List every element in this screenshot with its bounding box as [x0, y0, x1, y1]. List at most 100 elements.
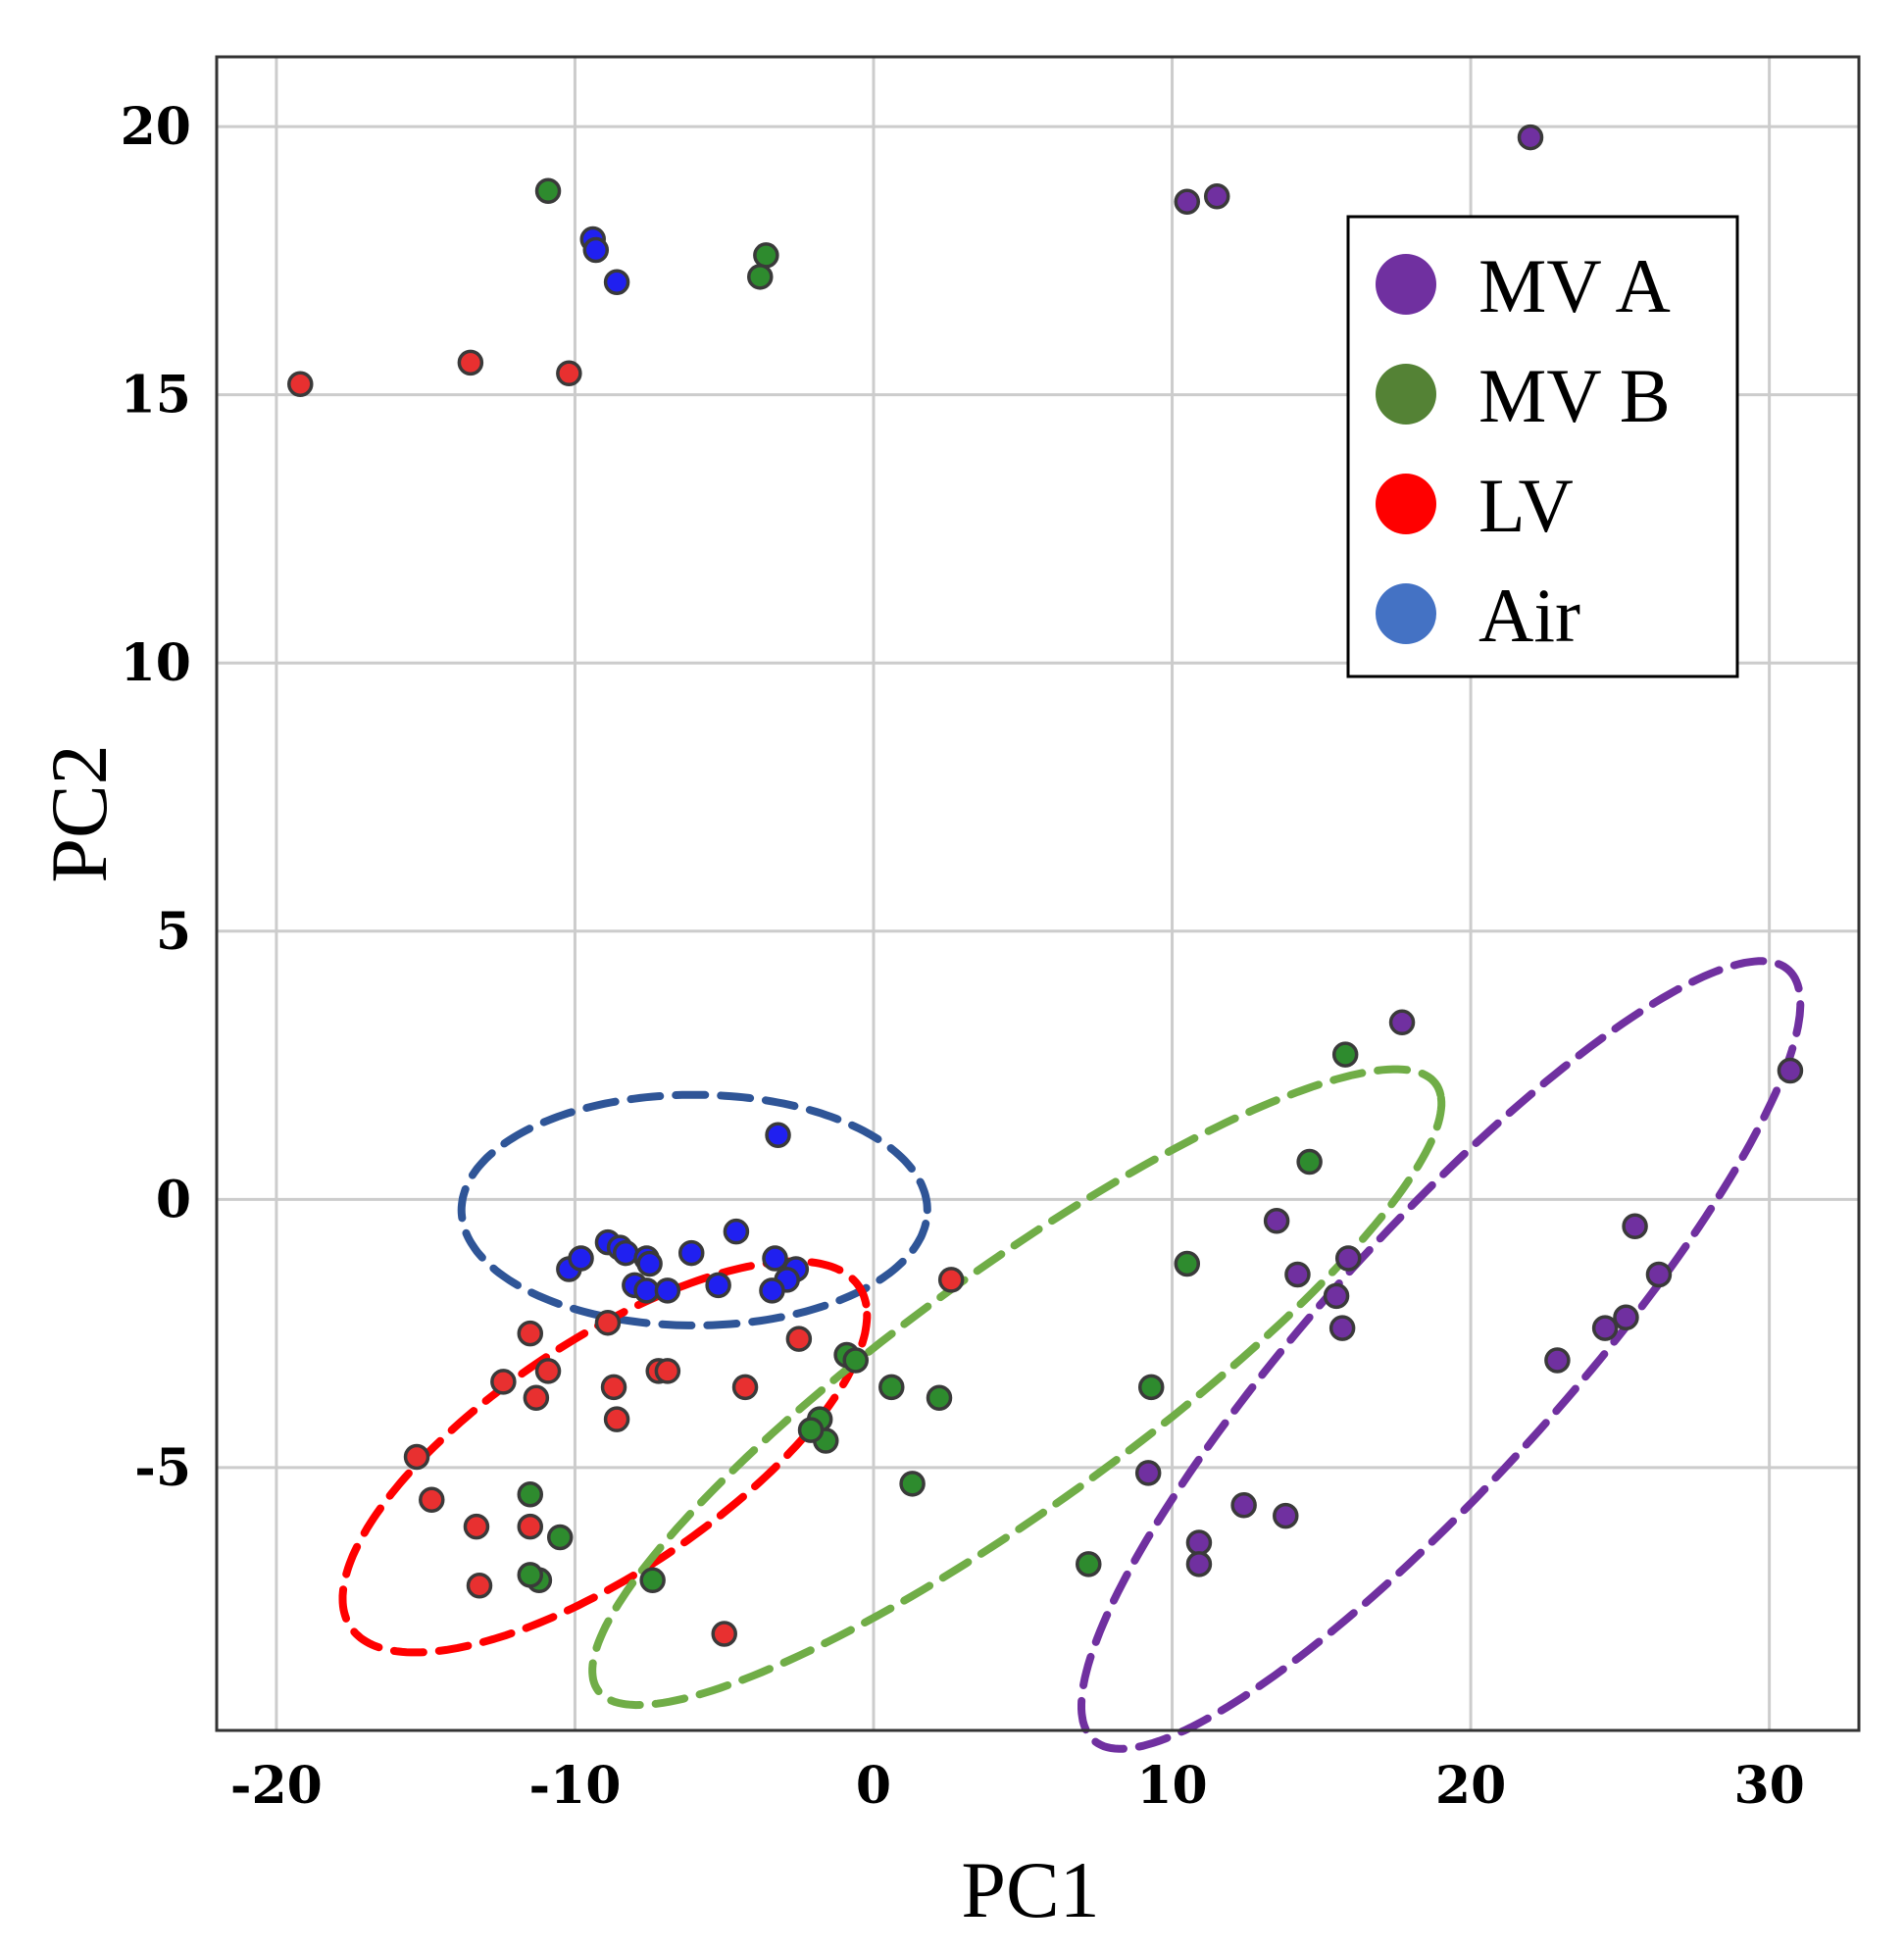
point-mv-a	[1334, 1245, 1362, 1272]
x-tick-label: 10	[1136, 1756, 1207, 1816]
legend-label-mv-b: MV B	[1478, 353, 1671, 438]
x-tick-labels: -20 -10 0 10 20 30	[230, 1756, 1805, 1816]
point-mv-b	[899, 1471, 926, 1497]
point-mv-a	[1185, 1529, 1213, 1556]
point-mv-a	[1174, 188, 1201, 215]
point-mv-b	[797, 1417, 825, 1443]
point-lv	[731, 1374, 759, 1401]
point-air	[765, 1122, 791, 1148]
point-lv	[466, 1573, 493, 1599]
point-lv	[711, 1621, 737, 1647]
point-mv-a	[1388, 1009, 1416, 1036]
x-tick-label: -20	[230, 1756, 323, 1816]
point-mv-b	[546, 1524, 574, 1551]
point-lv	[287, 371, 314, 397]
point-mv-b	[747, 264, 774, 290]
y-tick-label: 20	[121, 97, 191, 157]
point-lv	[490, 1369, 517, 1395]
point-lv	[937, 1267, 965, 1293]
point-mv-a	[1591, 1315, 1619, 1341]
point-mv-b	[639, 1567, 666, 1594]
point-mv-a	[1645, 1261, 1673, 1288]
point-mv-b	[926, 1384, 953, 1412]
point-air	[633, 1277, 660, 1304]
x-axis-label: PC1	[961, 1845, 1099, 1934]
point-mv-b	[1137, 1374, 1165, 1401]
point-mv-b	[1296, 1148, 1323, 1176]
point-mv-a	[1134, 1460, 1162, 1486]
point-lv	[603, 1406, 630, 1432]
point-mv-b	[1076, 1551, 1102, 1577]
scatter-points	[287, 124, 1804, 1647]
point-mv-a	[1230, 1491, 1257, 1519]
ellipse-air	[457, 1090, 931, 1329]
point-mv-b	[878, 1374, 905, 1401]
point-air	[723, 1218, 750, 1245]
point-air	[612, 1239, 639, 1267]
point-lv	[517, 1513, 544, 1540]
point-mv-a	[1284, 1261, 1311, 1288]
x-tick-label: -10	[528, 1756, 621, 1816]
point-air	[603, 269, 630, 296]
point-mv-a	[1777, 1057, 1804, 1084]
x-tick-label: 0	[856, 1756, 891, 1816]
point-lv	[785, 1326, 813, 1352]
ellipse-mv-b	[588, 1065, 1446, 1710]
point-mv-b	[517, 1481, 544, 1508]
legend-label-mv-a: MV A	[1478, 243, 1671, 328]
point-air	[759, 1277, 785, 1304]
y-tick-label: 15	[121, 366, 191, 425]
point-lv	[457, 349, 484, 376]
point-mv-b	[1174, 1250, 1201, 1277]
point-air	[762, 1245, 788, 1272]
point-mv-b	[1331, 1041, 1359, 1068]
point-mv-b	[517, 1562, 544, 1588]
legend-label-lv: LV	[1478, 463, 1574, 548]
point-lv	[594, 1309, 622, 1336]
x-tick-label: 30	[1733, 1756, 1804, 1816]
point-lv	[600, 1374, 627, 1401]
legend-marker-air	[1376, 583, 1436, 644]
point-lv	[523, 1384, 550, 1412]
point-air	[582, 236, 610, 264]
point-mv-b	[842, 1347, 869, 1374]
point-lv	[419, 1486, 445, 1513]
point-mv-a	[1185, 1551, 1213, 1577]
point-mv-a	[1517, 124, 1544, 151]
point-mv-a	[1544, 1347, 1571, 1374]
point-mv-a	[1273, 1502, 1299, 1529]
ellipse-lv	[338, 1257, 872, 1657]
point-air	[705, 1272, 731, 1299]
legend-marker-lv	[1376, 474, 1436, 534]
point-lv	[654, 1358, 681, 1384]
point-lv	[403, 1443, 430, 1471]
y-tick-labels: -5 0 5 10 15 20	[121, 97, 191, 1498]
point-lv	[534, 1358, 562, 1384]
legend-marker-mv-a	[1376, 254, 1436, 315]
point-mv-b	[753, 242, 779, 269]
point-air	[568, 1245, 594, 1272]
y-axis-label: PC2	[34, 744, 124, 882]
legend: MV A MV B LV Air	[1346, 215, 1739, 678]
point-mv-a	[1328, 1315, 1356, 1341]
point-air	[654, 1277, 681, 1304]
legend-label-air: Air	[1478, 573, 1580, 658]
point-lv	[556, 360, 582, 387]
point-mv-a	[1263, 1207, 1290, 1234]
point-air	[636, 1250, 663, 1277]
point-mv-a	[1323, 1282, 1350, 1310]
point-lv	[517, 1320, 544, 1347]
point-lv	[463, 1513, 490, 1540]
legend-marker-mv-b	[1376, 364, 1436, 425]
y-tick-label: 5	[156, 902, 191, 962]
x-tick-label: 20	[1435, 1756, 1506, 1816]
point-air	[677, 1239, 705, 1267]
point-mv-a	[1613, 1304, 1639, 1330]
point-mv-b	[534, 177, 562, 205]
y-tick-label: -5	[134, 1438, 191, 1498]
point-mv-a	[1622, 1213, 1648, 1239]
plot-frame	[215, 55, 1861, 1732]
y-tick-label: 10	[121, 633, 191, 693]
point-mv-a	[1203, 183, 1230, 210]
